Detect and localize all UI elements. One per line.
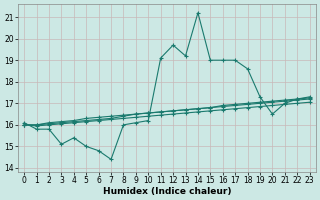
X-axis label: Humidex (Indice chaleur): Humidex (Indice chaleur) xyxy=(103,187,231,196)
